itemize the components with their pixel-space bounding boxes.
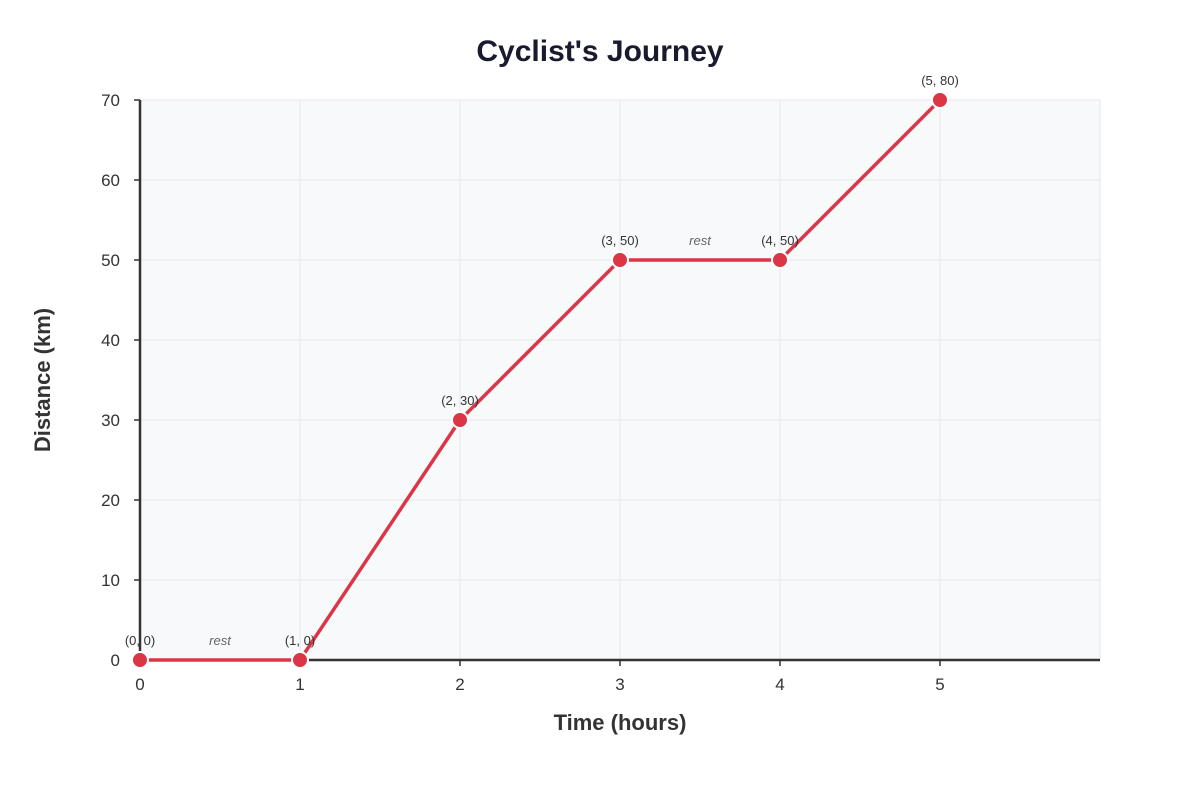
y-tick-label: 70	[101, 91, 120, 110]
data-point	[931, 91, 949, 109]
data-point	[291, 651, 309, 669]
y-tick-label: 30	[101, 411, 120, 430]
x-tick-label: 5	[935, 675, 944, 694]
data-label: (5, 80)	[921, 73, 959, 88]
series-line	[138, 98, 942, 662]
data-point	[611, 251, 629, 269]
annotations: rest rest	[209, 233, 712, 648]
data-point	[771, 251, 789, 269]
chart-title: Cyclist's Journey	[476, 35, 724, 68]
y-axis-title: Distance (km)	[30, 308, 55, 452]
data-point	[451, 411, 469, 429]
y-tick-label: 40	[101, 331, 120, 350]
x-tick-label: 3	[615, 675, 624, 694]
series-layer: (0, 0) (1, 0) (2, 30) (3, 50) (4, 50) (5, 80)	[125, 73, 959, 669]
data-point	[131, 651, 149, 669]
annotation-label: rest	[209, 633, 232, 648]
y-tick-label: 10	[101, 571, 120, 590]
y-tick-label: 0	[111, 651, 120, 670]
data-label: (2, 30)	[441, 393, 479, 408]
x-tick-label: 4	[775, 675, 784, 694]
annotation-label: rest	[689, 233, 712, 248]
x-tick-label: 1	[295, 675, 304, 694]
data-label: (1, 0)	[285, 633, 315, 648]
y-tick-label: 60	[101, 171, 120, 190]
x-tick-label: 0	[135, 675, 144, 694]
data-label: (4, 50)	[761, 233, 799, 248]
x-axis-title: Time (hours)	[554, 710, 687, 735]
y-tick-label: 50	[101, 251, 120, 270]
data-label: (3, 50)	[601, 233, 639, 248]
y-tick-label: 20	[101, 491, 120, 510]
x-tick-label: 2	[455, 675, 464, 694]
data-label: (0, 0)	[125, 633, 155, 648]
